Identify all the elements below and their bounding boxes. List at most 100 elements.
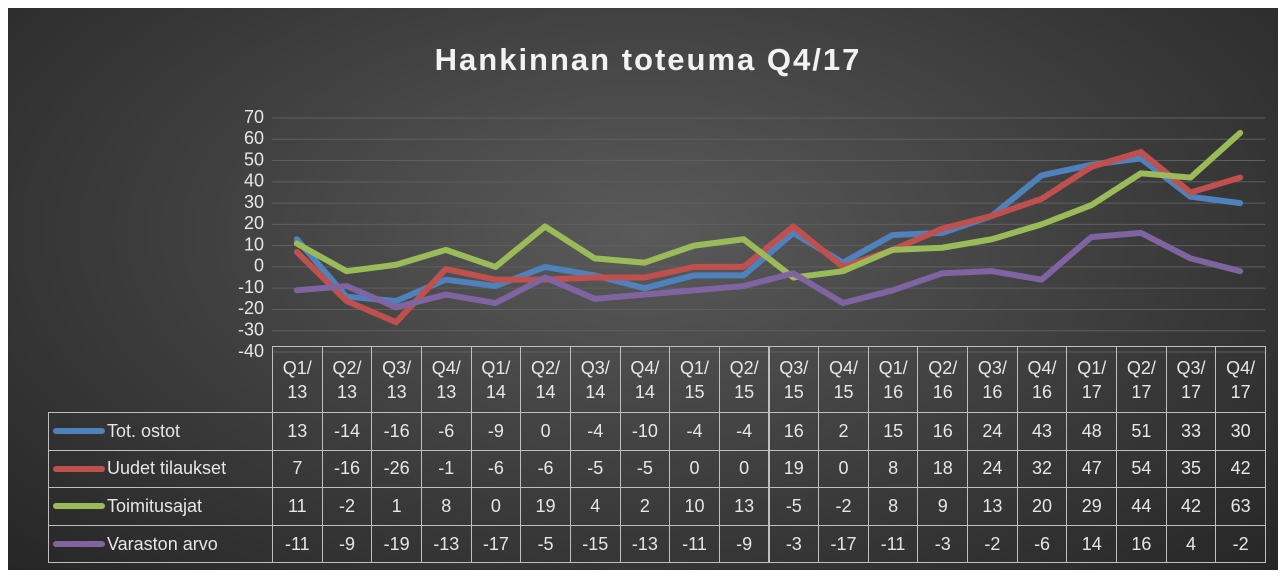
- table-value: 0: [818, 449, 869, 489]
- table-header-cell: Q3/13: [371, 346, 422, 413]
- table-value: 44: [1116, 487, 1167, 526]
- table-value: 1: [371, 487, 422, 526]
- table-value: -2: [321, 487, 373, 526]
- table-value: -3: [917, 524, 969, 564]
- table-value: 16: [768, 412, 820, 451]
- table-value: -11: [272, 524, 323, 564]
- x-tick-label: Q4/15: [828, 357, 858, 402]
- table-value: 14: [1066, 524, 1118, 564]
- legend-label: Toimitusajat: [107, 495, 203, 516]
- y-tick-label: 40: [244, 171, 264, 191]
- table-header-cell: Q1/17: [1066, 346, 1118, 413]
- table-value: 0: [718, 449, 770, 489]
- table-value: -2: [1215, 524, 1266, 564]
- table-value: 0: [669, 449, 720, 489]
- x-tick-label: Q1/15: [679, 357, 709, 402]
- series-line: [293, 229, 1244, 311]
- table-value: -5: [569, 449, 621, 489]
- table-value: -14: [321, 412, 373, 451]
- x-tick-label: Q1/13: [282, 357, 312, 402]
- plot: Hankinnan toteuma Q4/17 -40-30-20-100102…: [238, 42, 1265, 361]
- y-tick-label: 50: [244, 149, 264, 169]
- table-value: 33: [1165, 412, 1217, 451]
- y-tick-label: -20: [238, 298, 264, 318]
- table-value: -16: [321, 449, 373, 489]
- legend-swatch: [53, 428, 105, 435]
- table-header-cell: Q1/14: [470, 346, 522, 413]
- table-value: 8: [420, 487, 472, 526]
- table-value: 35: [1165, 449, 1217, 489]
- x-tick-label: Q3/13: [382, 357, 412, 402]
- x-tick-label: Q3/14: [580, 357, 610, 402]
- legend-swatch: [53, 541, 105, 548]
- table-header-cell: Q2/14: [520, 346, 571, 413]
- table-value: 7: [272, 449, 323, 489]
- x-tick-label: Q2/15: [729, 357, 759, 402]
- table-header-cell: Q4/13: [420, 346, 472, 413]
- table-value: -1: [420, 449, 472, 489]
- table-header-cell: Q1/13: [272, 346, 323, 413]
- y-tick-label: -10: [238, 277, 264, 297]
- x-tick-label: Q1/17: [1077, 357, 1107, 402]
- table-value: 42: [1165, 487, 1217, 526]
- table-header-cell: Q3/15: [768, 346, 820, 413]
- x-tick-label: Q3/15: [779, 357, 809, 402]
- table-value: 8: [867, 487, 919, 526]
- table-value: 15: [867, 412, 919, 451]
- x-tick-label: Q4/13: [431, 357, 461, 402]
- table-value: 43: [1016, 412, 1068, 451]
- table-header-cell: Q2/16: [917, 346, 969, 413]
- legend-label: Tot. ostot: [107, 420, 181, 441]
- y-tick-label: 20: [244, 213, 264, 233]
- chart: Hankinnan toteuma Q4/17 -40 -30 -20 -10 0 10 2…: [8, 8, 1278, 570]
- table-header-cell: Q3/17: [1165, 346, 1217, 413]
- table-value: -9: [470, 412, 522, 451]
- table-value: 9: [917, 487, 969, 526]
- table-value: 16: [917, 412, 969, 451]
- table-value: 32: [1016, 449, 1068, 489]
- table-value: 20: [1016, 487, 1068, 526]
- table-value: -26: [371, 449, 422, 489]
- table-value: -2: [967, 524, 1018, 564]
- legend-cell: Varaston arvo: [48, 524, 273, 564]
- table-value: -19: [371, 524, 422, 564]
- table-value: 4: [1165, 524, 1217, 564]
- table-value: -9: [718, 524, 770, 564]
- x-tick-label: Q3/17: [1176, 357, 1206, 402]
- table-value: 13: [967, 487, 1018, 526]
- table-header-cell: Q4/17: [1215, 346, 1266, 413]
- y-tick-label: 70: [244, 107, 264, 127]
- table-value: 2: [619, 487, 671, 526]
- y-tick-label: 0: [254, 256, 264, 276]
- table-value: 51: [1116, 412, 1167, 451]
- table-value: -17: [818, 524, 869, 564]
- x-tick-label: Q4/16: [1027, 357, 1057, 402]
- table-value: -11: [867, 524, 919, 564]
- table-value: 10: [669, 487, 720, 526]
- table-header-cell: Q1/16: [867, 346, 919, 413]
- table-header-cell: Q4/16: [1016, 346, 1068, 413]
- table-header-cell: Q3/14: [569, 346, 621, 413]
- x-tick-label: Q2/16: [928, 357, 958, 402]
- table-value: 54: [1116, 449, 1167, 489]
- y-tick-label: -40: [238, 341, 264, 361]
- table-value: -17: [470, 524, 522, 564]
- x-tick-label: Q1/16: [878, 357, 908, 402]
- table-value: 0: [470, 487, 522, 526]
- legend-cell: Tot. ostot: [48, 412, 273, 451]
- table-value: 47: [1066, 449, 1118, 489]
- x-tick-label: Q4/14: [630, 357, 660, 402]
- table-header-cell: Q4/14: [619, 346, 671, 413]
- table-value: -10: [619, 412, 671, 451]
- table-value: 63: [1215, 487, 1266, 526]
- x-tick-label: Q2/17: [1126, 357, 1156, 402]
- table-value: 11: [272, 487, 323, 526]
- table-value: -11: [669, 524, 720, 564]
- x-tick-label: Q4/17: [1226, 357, 1256, 402]
- table-value: -5: [768, 487, 820, 526]
- table-value: -6: [520, 449, 571, 489]
- table-header-cell: Q3/16: [967, 346, 1018, 413]
- table-value: 24: [967, 449, 1018, 489]
- table-header-cell: Q2/15: [718, 346, 770, 413]
- series-line: [293, 155, 1244, 304]
